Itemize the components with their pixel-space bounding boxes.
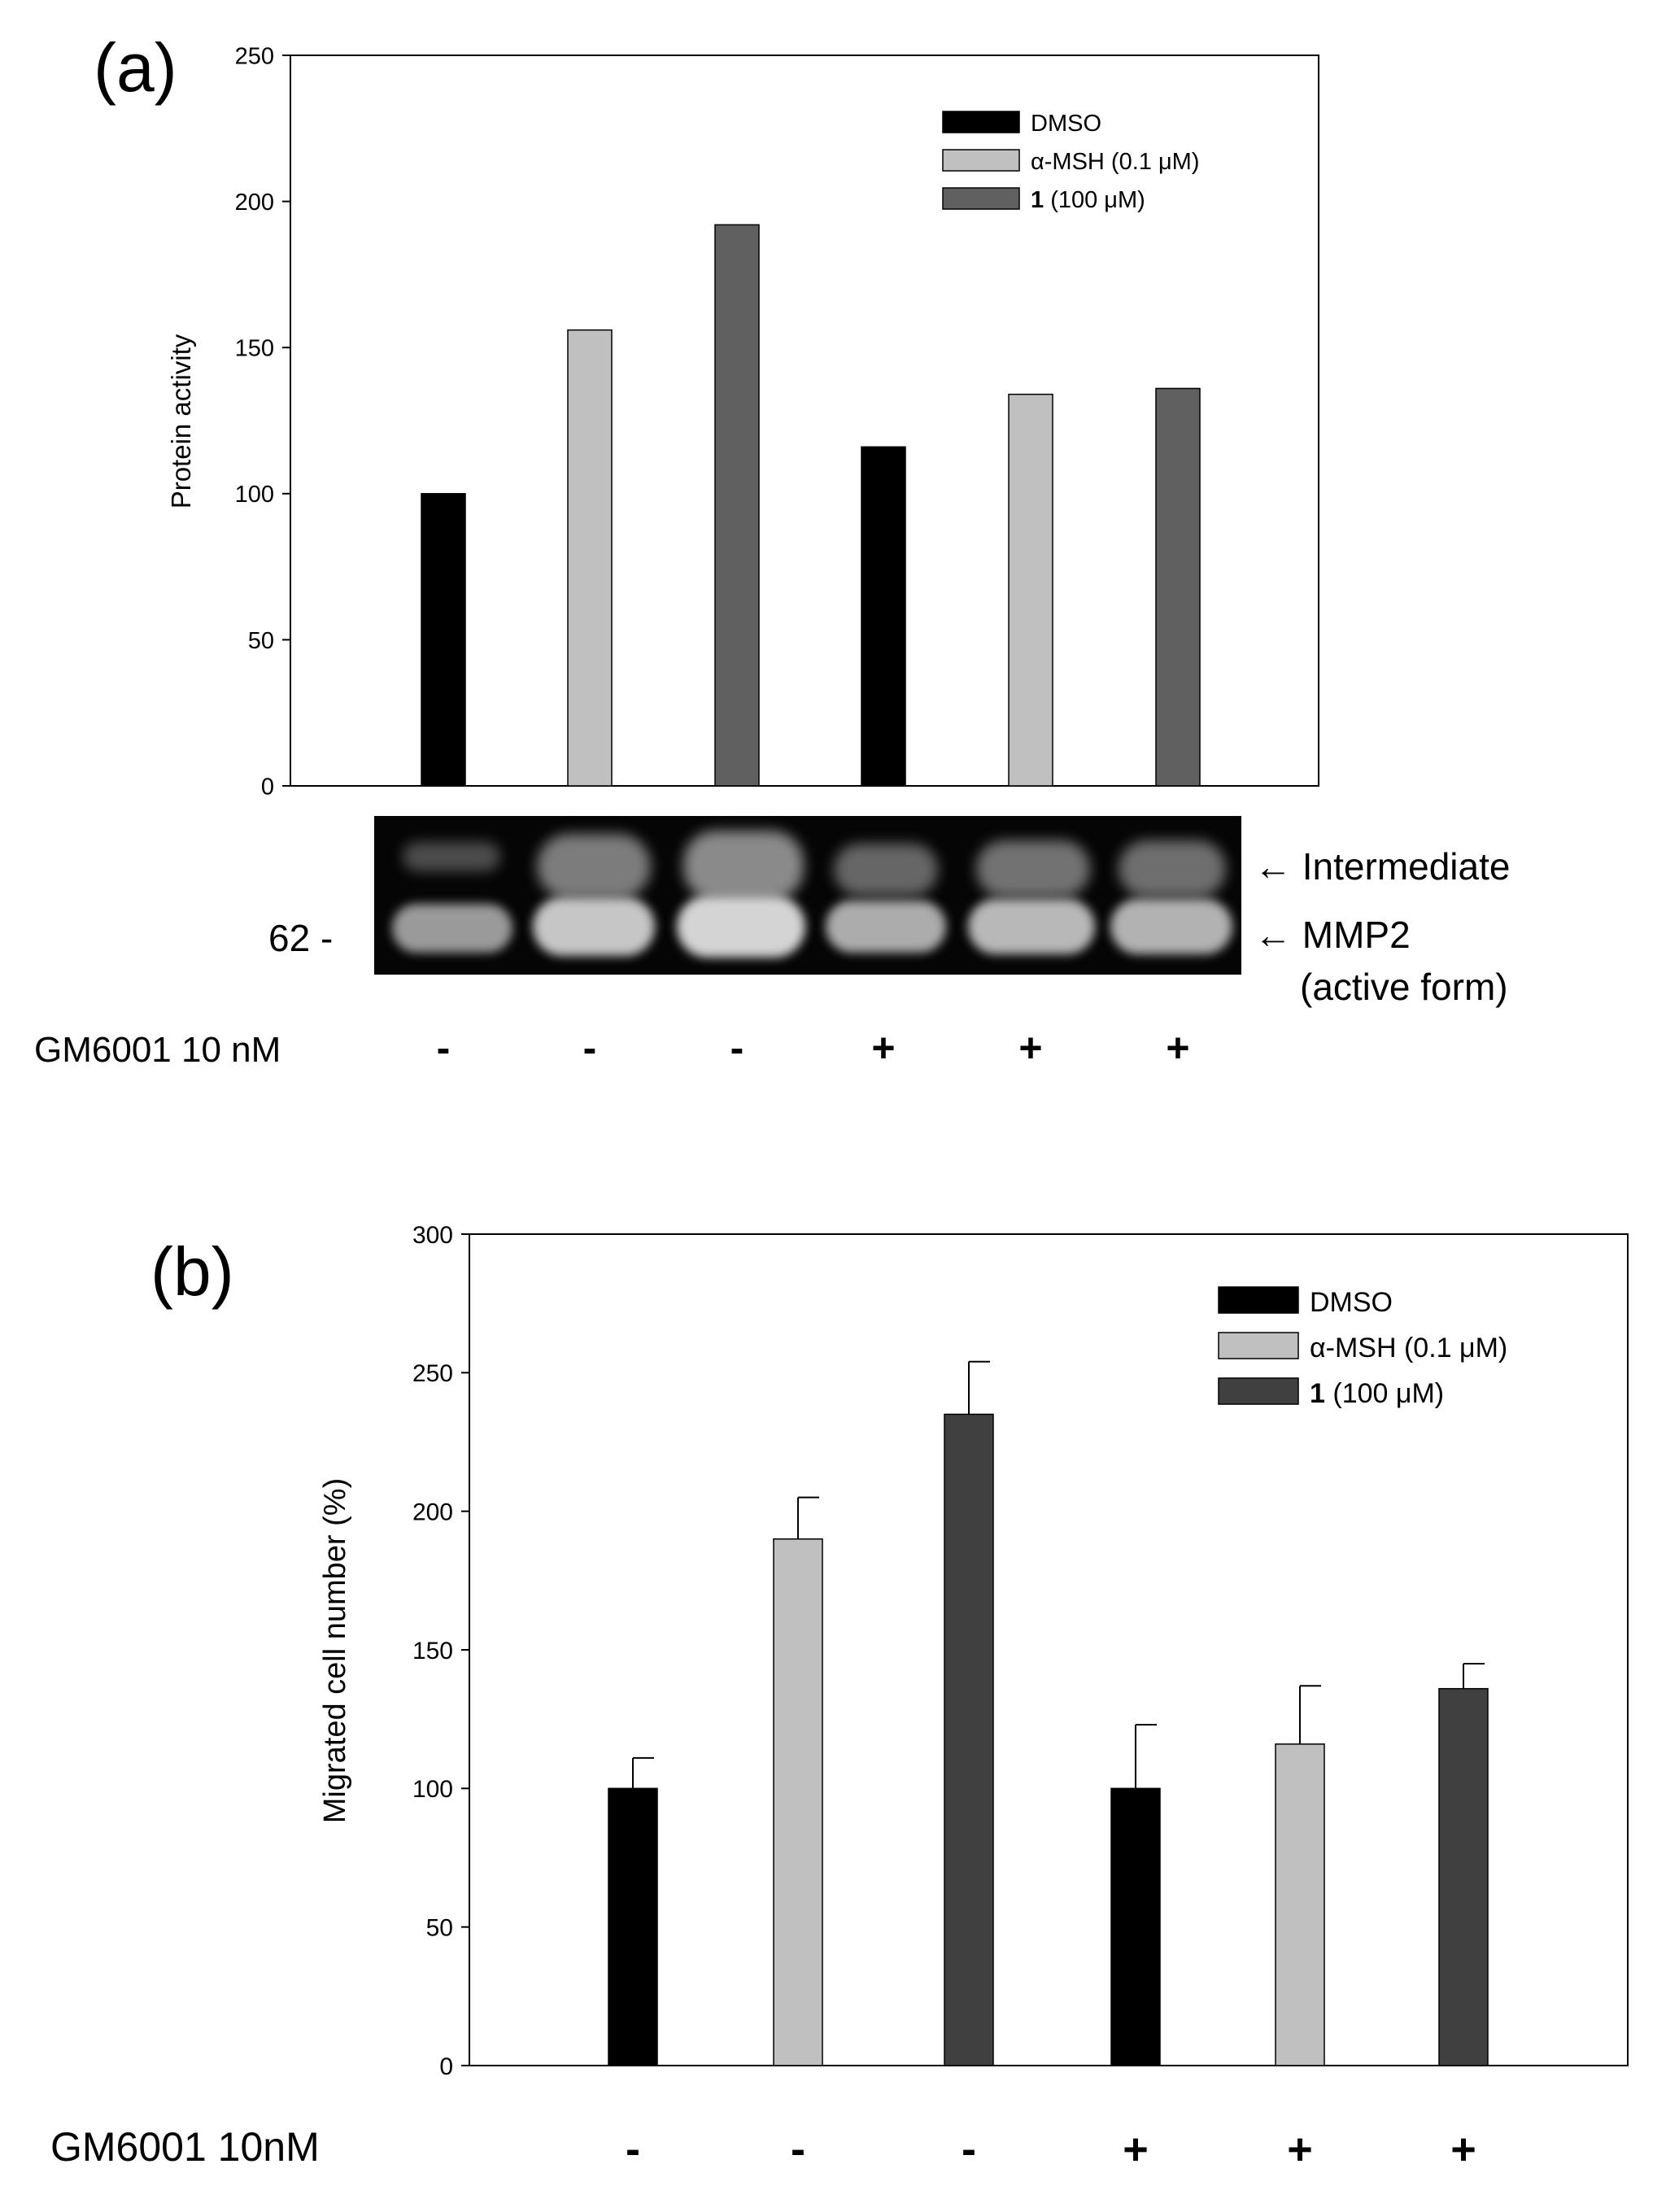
blot-band-intermediate-6 — [1119, 840, 1226, 897]
a-y-tick-label-250: 250 — [235, 43, 274, 69]
b-sign-1: - — [626, 2125, 640, 2174]
treatment-b-label: GM6001 10nM — [50, 2124, 320, 2170]
b-y-tick-label-300: 300 — [412, 1222, 453, 1249]
b-legend-swatch-2 — [1218, 1332, 1299, 1359]
a-sign-2: - — [583, 1025, 597, 1071]
blot-marker-62: 62 - — [268, 917, 334, 959]
a-sign-1: - — [437, 1025, 451, 1071]
b-y-tick-label-50: 50 — [426, 1914, 453, 1941]
b-legend-text-1: DMSO — [1310, 1287, 1393, 1318]
blot-band-intermediate-3 — [683, 831, 804, 901]
a-legend-swatch-1 — [942, 111, 1020, 133]
b-bar-3 — [944, 1413, 994, 2066]
a-bar-5 — [1008, 393, 1053, 787]
blot-band-mmp2-3 — [677, 896, 805, 958]
blot-band-mmp2-2 — [533, 897, 655, 956]
a-sign-3: - — [730, 1025, 744, 1071]
b-y-tick-label-200: 200 — [412, 1499, 453, 1525]
chart-a-legend: DMSO α-MSH (0.1 μM) 1 (100 μM) — [942, 111, 1199, 213]
b-sign-4: + — [1123, 2125, 1149, 2174]
a-legend-prefix-3: 1 — [1031, 187, 1044, 213]
a-bar-6 — [1155, 387, 1201, 787]
blot-band-intermediate-2 — [537, 834, 651, 899]
chart-b-legend: DMSO α-MSH (0.1 μM) 1 (100 μM) — [1218, 1286, 1507, 1409]
b-legend-text-2: α-MSH (0.1 μM) — [1310, 1333, 1507, 1363]
a-y-tick-label-0: 0 — [261, 774, 274, 800]
treatment-row-a: GM6001 10 nM - - - + + + — [34, 1025, 1190, 1071]
a-legend-label-1: DMSO — [1031, 111, 1101, 137]
a-bar-4 — [861, 446, 906, 787]
blot-band-intermediate-5 — [976, 840, 1090, 897]
a-legend-text-1: DMSO — [1031, 111, 1101, 137]
b-sign-5: + — [1287, 2125, 1313, 2174]
b-y-tick-label-250: 250 — [412, 1360, 453, 1387]
a-sign-5: + — [1018, 1025, 1042, 1071]
a-bar-1 — [421, 493, 466, 787]
blot-active-form: (active form) — [1300, 966, 1508, 1008]
b-y-tick-label-100: 100 — [412, 1776, 453, 1803]
b-bar-5 — [1275, 1743, 1325, 2066]
a-y-tick-label-200: 200 — [235, 190, 274, 216]
blot-band-mmp2-4 — [826, 901, 946, 953]
blot-band-mmp2-1 — [392, 904, 512, 953]
blot-arrow-mmp2: ← MMP2 — [1254, 914, 1411, 956]
b-sign-3: - — [962, 2125, 976, 2174]
b-y-tick-label-150: 150 — [412, 1638, 453, 1664]
blot-band-intermediate-1 — [403, 842, 500, 871]
a-legend-swatch-2 — [942, 149, 1020, 172]
a-legend-swatch-3 — [942, 187, 1020, 210]
b-legend-prefix-3: 1 — [1310, 1378, 1325, 1409]
b-legend-label-3: 1 (100 μM) — [1310, 1378, 1444, 1409]
a-legend-label-3: 1 (100 μM) — [1031, 187, 1145, 213]
panel-a-label: (a) — [94, 29, 177, 106]
a-legend-text-3: (100 μM) — [1044, 187, 1145, 213]
b-legend-label-2: α-MSH (0.1 μM) — [1310, 1333, 1507, 1363]
a-sign-4: + — [871, 1025, 895, 1071]
a-bar-3 — [714, 224, 760, 787]
b-legend-swatch-1 — [1218, 1286, 1299, 1314]
b-bar-4 — [1110, 1787, 1161, 2066]
a-legend-label-2: α-MSH (0.1 μM) — [1031, 149, 1199, 175]
chart-a-plot-frame — [290, 55, 1319, 787]
blot-arrow-intermediate: ← Intermediate — [1254, 845, 1511, 888]
a-legend-text-2: α-MSH (0.1 μM) — [1031, 149, 1199, 175]
b-sign-6: + — [1450, 2125, 1476, 2174]
b-legend-label-1: DMSO — [1310, 1287, 1393, 1318]
a-y-tick-label-100: 100 — [235, 482, 274, 508]
blot-band-intermediate-4 — [834, 844, 938, 896]
b-bar-2 — [773, 1538, 823, 2066]
panel-b-label: (b) — [150, 1233, 234, 1310]
blot-band-mmp2-5 — [968, 899, 1095, 954]
b-bar-1 — [608, 1787, 658, 2066]
a-y-tick-label-50: 50 — [248, 628, 274, 654]
blot-band-mmp2-6 — [1110, 899, 1232, 954]
chart-a-y-axis-label: Protein activity — [166, 334, 196, 508]
treatment-a-label: GM6001 10 nM — [34, 1030, 281, 1070]
a-sign-6: + — [1166, 1025, 1189, 1071]
b-sign-2: - — [791, 2125, 805, 2174]
b-legend-text-3: (100 μM) — [1325, 1378, 1444, 1409]
a-bar-2 — [567, 329, 613, 787]
b-legend-swatch-3 — [1218, 1377, 1299, 1405]
a-y-tick-label-150: 150 — [235, 336, 274, 362]
chart-a: (a) Protein activity 0 50 100 150 200 250 DMS… — [94, 29, 1319, 800]
zymography-blot — [374, 816, 1241, 975]
chart-b-y-axis-label: Migrated cell number (%) — [318, 1478, 352, 1823]
b-y-tick-label-0: 0 — [439, 2053, 453, 2080]
b-bar-6 — [1438, 1687, 1489, 2066]
